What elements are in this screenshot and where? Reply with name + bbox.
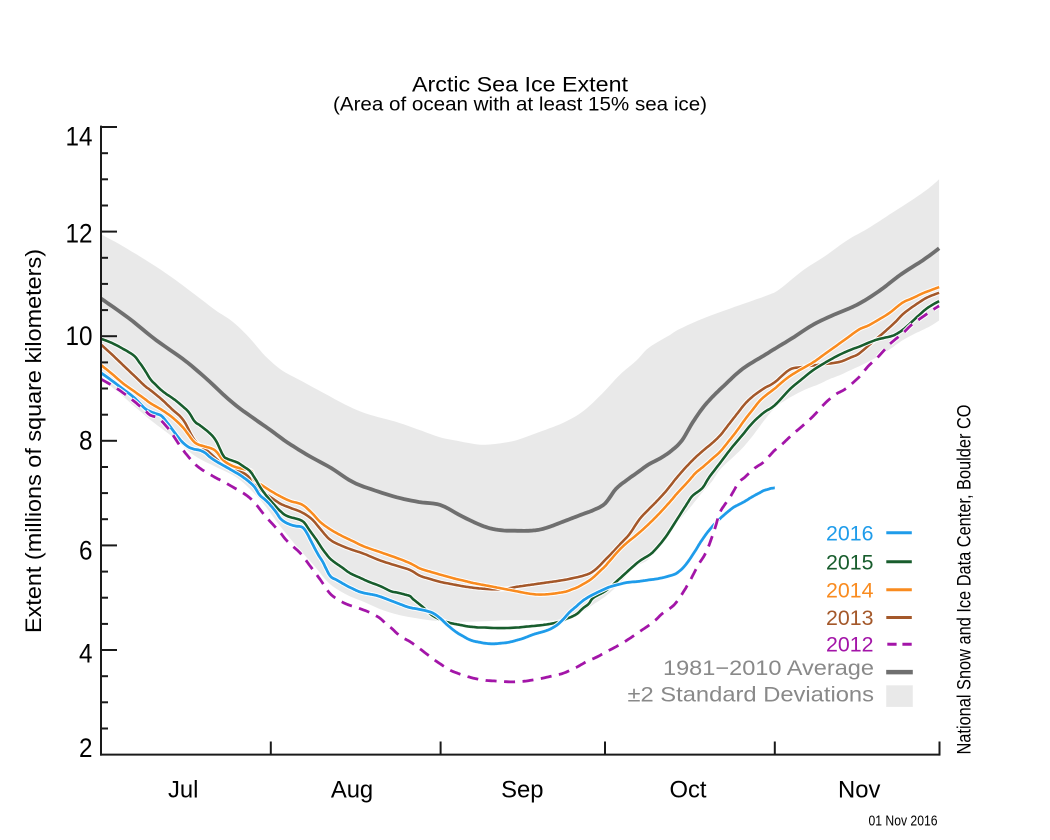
svg-text:2014: 2014 <box>826 579 874 602</box>
svg-text:2013: 2013 <box>826 607 874 630</box>
svg-text:14: 14 <box>66 121 93 151</box>
svg-text:6: 6 <box>79 536 93 566</box>
svg-text:Sep: Sep <box>501 777 543 804</box>
svg-text:10: 10 <box>66 321 93 351</box>
svg-text:12: 12 <box>66 218 93 248</box>
svg-text:(Area of ocean with at least 1: (Area of ocean with at least 15% sea ice… <box>333 95 707 116</box>
svg-text:National Snow and Ice Data Cen: National Snow and Ice Data Center, Bould… <box>955 405 976 755</box>
svg-text:2012: 2012 <box>826 634 874 657</box>
svg-text:2015: 2015 <box>826 551 874 574</box>
svg-text:Oct: Oct <box>669 777 706 804</box>
svg-text:2: 2 <box>79 733 93 763</box>
svg-text:Extent (millions of square kil: Extent (millions of square kilometers) <box>21 249 46 633</box>
svg-text:Arctic Sea Ice Extent: Arctic Sea Ice Extent <box>412 73 628 97</box>
svg-text:±2 Standard Deviations: ±2 Standard Deviations <box>628 684 875 707</box>
svg-text:Jul: Jul <box>168 777 198 804</box>
svg-text:2016: 2016 <box>826 522 874 545</box>
svg-text:Nov: Nov <box>838 777 880 804</box>
svg-text:8: 8 <box>79 426 93 456</box>
svg-text:01 Nov 2016: 01 Nov 2016 <box>869 814 938 830</box>
svg-text:1981−2010 Average: 1981−2010 Average <box>663 657 874 680</box>
svg-text:Aug: Aug <box>331 777 373 804</box>
svg-text:4: 4 <box>79 639 93 669</box>
